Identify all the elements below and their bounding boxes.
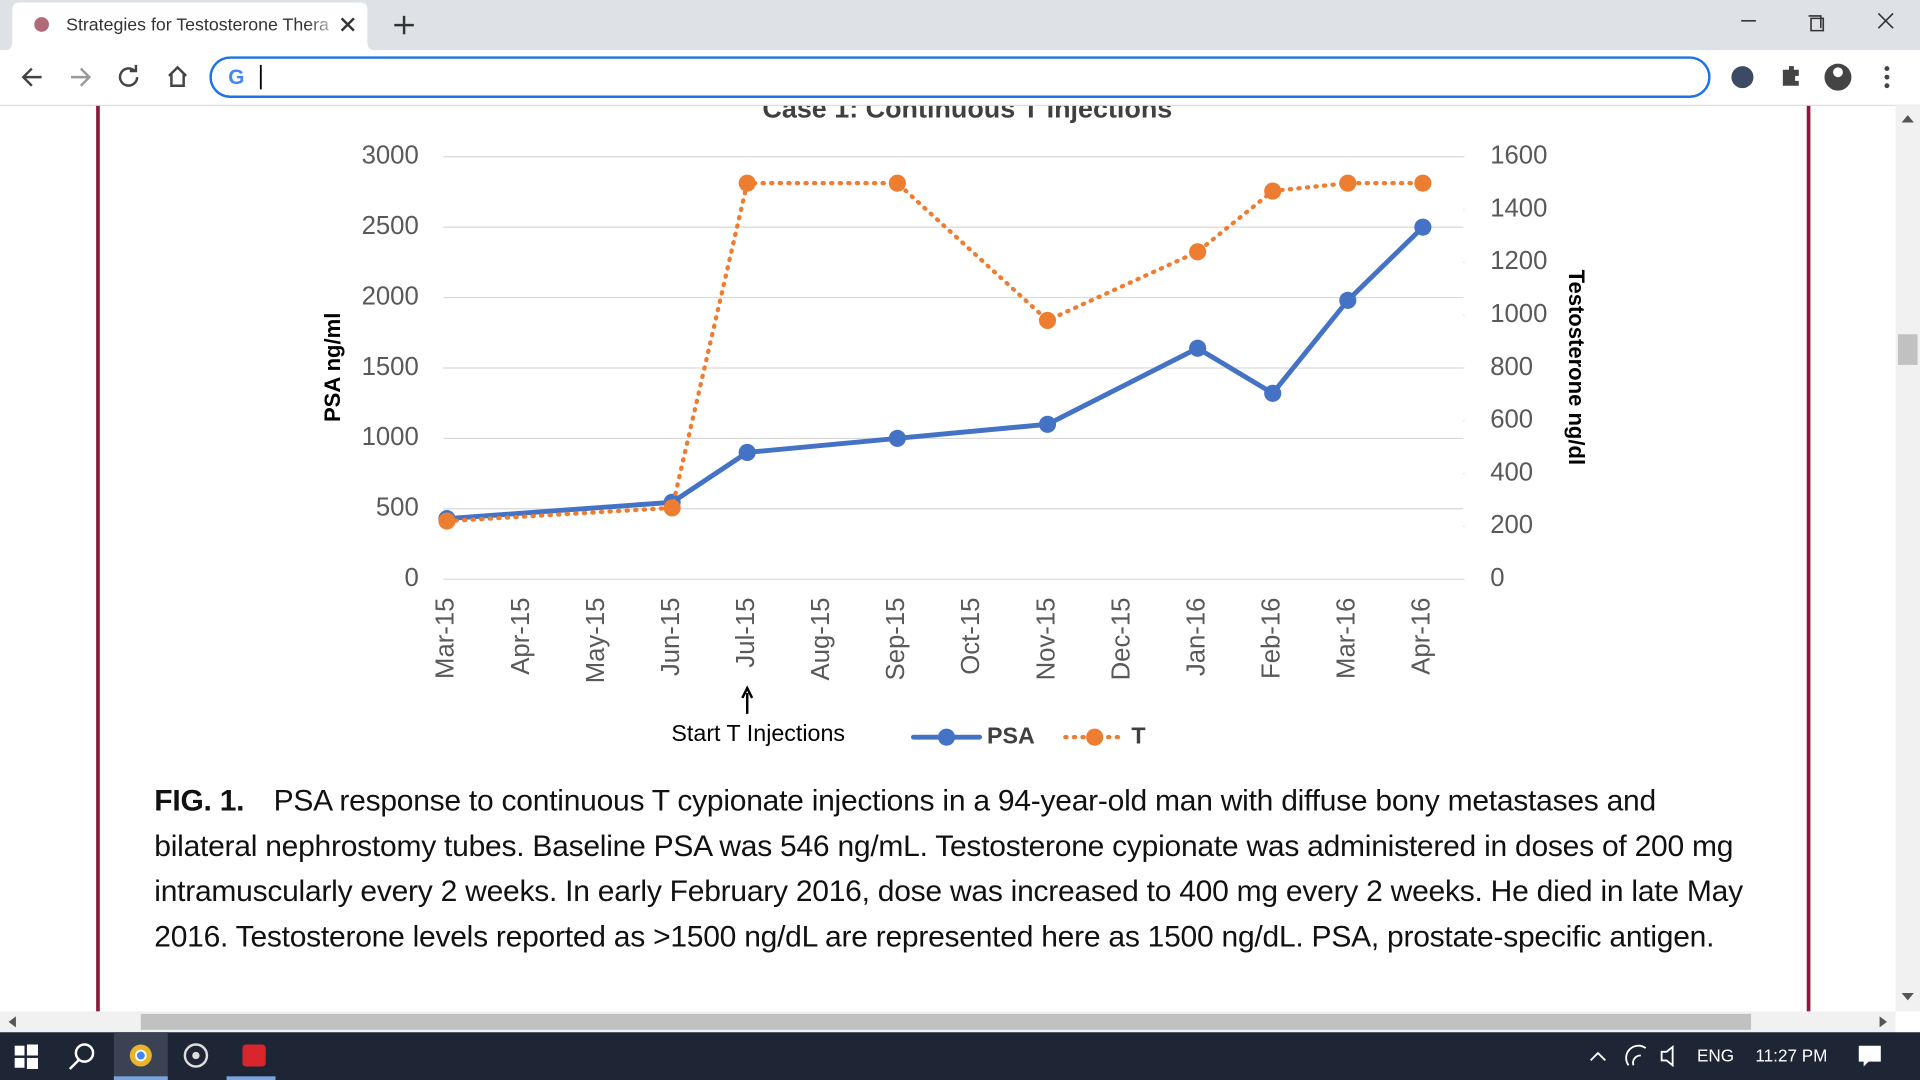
network[interactable] [1625, 1044, 1647, 1066]
search[interactable] [68, 1043, 95, 1070]
y-tick-label: 500 [376, 494, 419, 522]
notifications[interactable] [1858, 1045, 1881, 1067]
data-point [1189, 243, 1207, 261]
app-icon[interactable] [183, 1043, 209, 1068]
tab-title: Strategies for Testosterone Thera [66, 14, 329, 34]
caption-label: FIG. 1. [154, 784, 245, 818]
x-tick-label: Jun-15 [657, 598, 685, 677]
y2-tick-label: 1000 [1490, 300, 1547, 328]
data-point [1264, 182, 1282, 200]
google-icon: G [228, 66, 244, 89]
active-indicator [113, 1076, 168, 1080]
start-button[interactable] [14, 1044, 38, 1069]
clock[interactable]: 11:27 PM [1755, 1045, 1827, 1065]
caption: FIG. 1. PSA response to continuous T cypi… [154, 779, 1758, 960]
data-point [663, 499, 681, 517]
y2-tick-label: 200 [1490, 511, 1533, 539]
x-tick-label: May-15 [582, 598, 610, 684]
x-tick-label: Feb-16 [1258, 598, 1286, 679]
x-tick-label: Nov-15 [1032, 598, 1060, 681]
app-icon-dot [192, 1051, 200, 1060]
data-point [1038, 415, 1057, 433]
extension[interactable] [1731, 66, 1754, 89]
x-tick-label: Mar-15 [432, 598, 460, 679]
new-tab[interactable] [394, 15, 414, 35]
data-point [1339, 291, 1357, 309]
window-close[interactable] [1877, 12, 1894, 29]
y2-tick-label: 800 [1490, 353, 1533, 381]
restore[interactable] [1808, 15, 1825, 32]
app-icon-red[interactable] [242, 1044, 266, 1067]
y2-tick-label: 600 [1490, 406, 1533, 434]
data-point [738, 443, 756, 462]
x-tick-label: Mar-16 [1333, 598, 1361, 679]
tab-close[interactable] [340, 17, 355, 32]
series-line [444, 180, 1425, 524]
y2-tick-label: 1600 [1490, 142, 1547, 170]
y-tick-label: 0 [404, 564, 418, 592]
h-thumb[interactable] [140, 1013, 1752, 1030]
data-point [888, 429, 906, 447]
active-tab[interactable] [4, 2, 375, 51]
data-point [888, 174, 906, 192]
reload[interactable] [118, 64, 139, 87]
chart: 0 500 1000 1500 2000 2500 3000 0 200 400 600 800 100… [320, 142, 1589, 749]
data-point [1414, 174, 1432, 192]
caption-box: FIG. 1. PSA response to continuous T cypi… [154, 779, 1758, 960]
y-tick-label: 1500 [362, 353, 419, 381]
data-point [438, 512, 456, 530]
x-tick-label: Apr-16 [1408, 598, 1436, 675]
y2-tick-label: 400 [1490, 458, 1533, 486]
legend-marker [937, 728, 956, 746]
data-point [1038, 311, 1057, 330]
y-tick-label: 3000 [362, 142, 419, 170]
data-point [1189, 339, 1207, 357]
profile-head [1833, 67, 1843, 78]
legend-label: PSA [987, 722, 1035, 748]
app-indicator [226, 1076, 276, 1080]
data-point [1414, 218, 1432, 236]
legend-marker [1086, 728, 1104, 746]
taskbar [0, 1032, 1920, 1080]
address-bar[interactable] [209, 56, 1711, 98]
data-point [738, 174, 756, 192]
y-tick-label: 1000 [362, 423, 419, 451]
y-tick-label: 2000 [362, 282, 419, 310]
y2-tick-label: 0 [1490, 564, 1504, 592]
back[interactable] [21, 67, 42, 87]
x-tick-label: Jan-16 [1182, 598, 1210, 677]
y-tick-label: 2500 [362, 212, 419, 240]
x-tick-label: Oct-15 [957, 598, 985, 675]
x-tick-label: Aug-15 [807, 598, 835, 681]
y2-tick-label: 1400 [1490, 194, 1547, 222]
content-bg [0, 105, 1920, 1012]
v-scrollbar[interactable] [1895, 105, 1920, 1012]
extensions[interactable] [1782, 66, 1799, 86]
tray-up[interactable] [1589, 1051, 1606, 1062]
x-tick-label: Jul-15 [732, 598, 760, 668]
forward[interactable] [71, 67, 92, 87]
tab-fade [306, 9, 343, 40]
annotation: Start T Injections [671, 720, 845, 746]
home[interactable] [168, 65, 187, 87]
x-tick-label: Dec-15 [1107, 598, 1135, 681]
y2-axis-title: Testosterone ng/dl [1564, 270, 1589, 465]
favicon [34, 17, 49, 32]
chrome-icon-center [135, 1049, 147, 1062]
data-point [1339, 174, 1357, 192]
v-thumb[interactable] [1897, 334, 1918, 365]
x-tick-label: Sep-15 [882, 598, 910, 681]
y-axis-title: PSA ng/ml [320, 313, 345, 422]
volume[interactable] [1660, 1045, 1674, 1068]
x-tick-label: Apr-15 [507, 598, 535, 675]
legend-label: T [1131, 722, 1145, 748]
caption-text: PSA response to continuous T cypionate i… [154, 784, 1743, 954]
menu[interactable] [1884, 66, 1890, 89]
language[interactable]: ENG [1697, 1045, 1734, 1065]
annotation-arrow [741, 685, 754, 714]
data-point [1264, 384, 1282, 402]
y2-tick-label: 1200 [1490, 247, 1547, 275]
